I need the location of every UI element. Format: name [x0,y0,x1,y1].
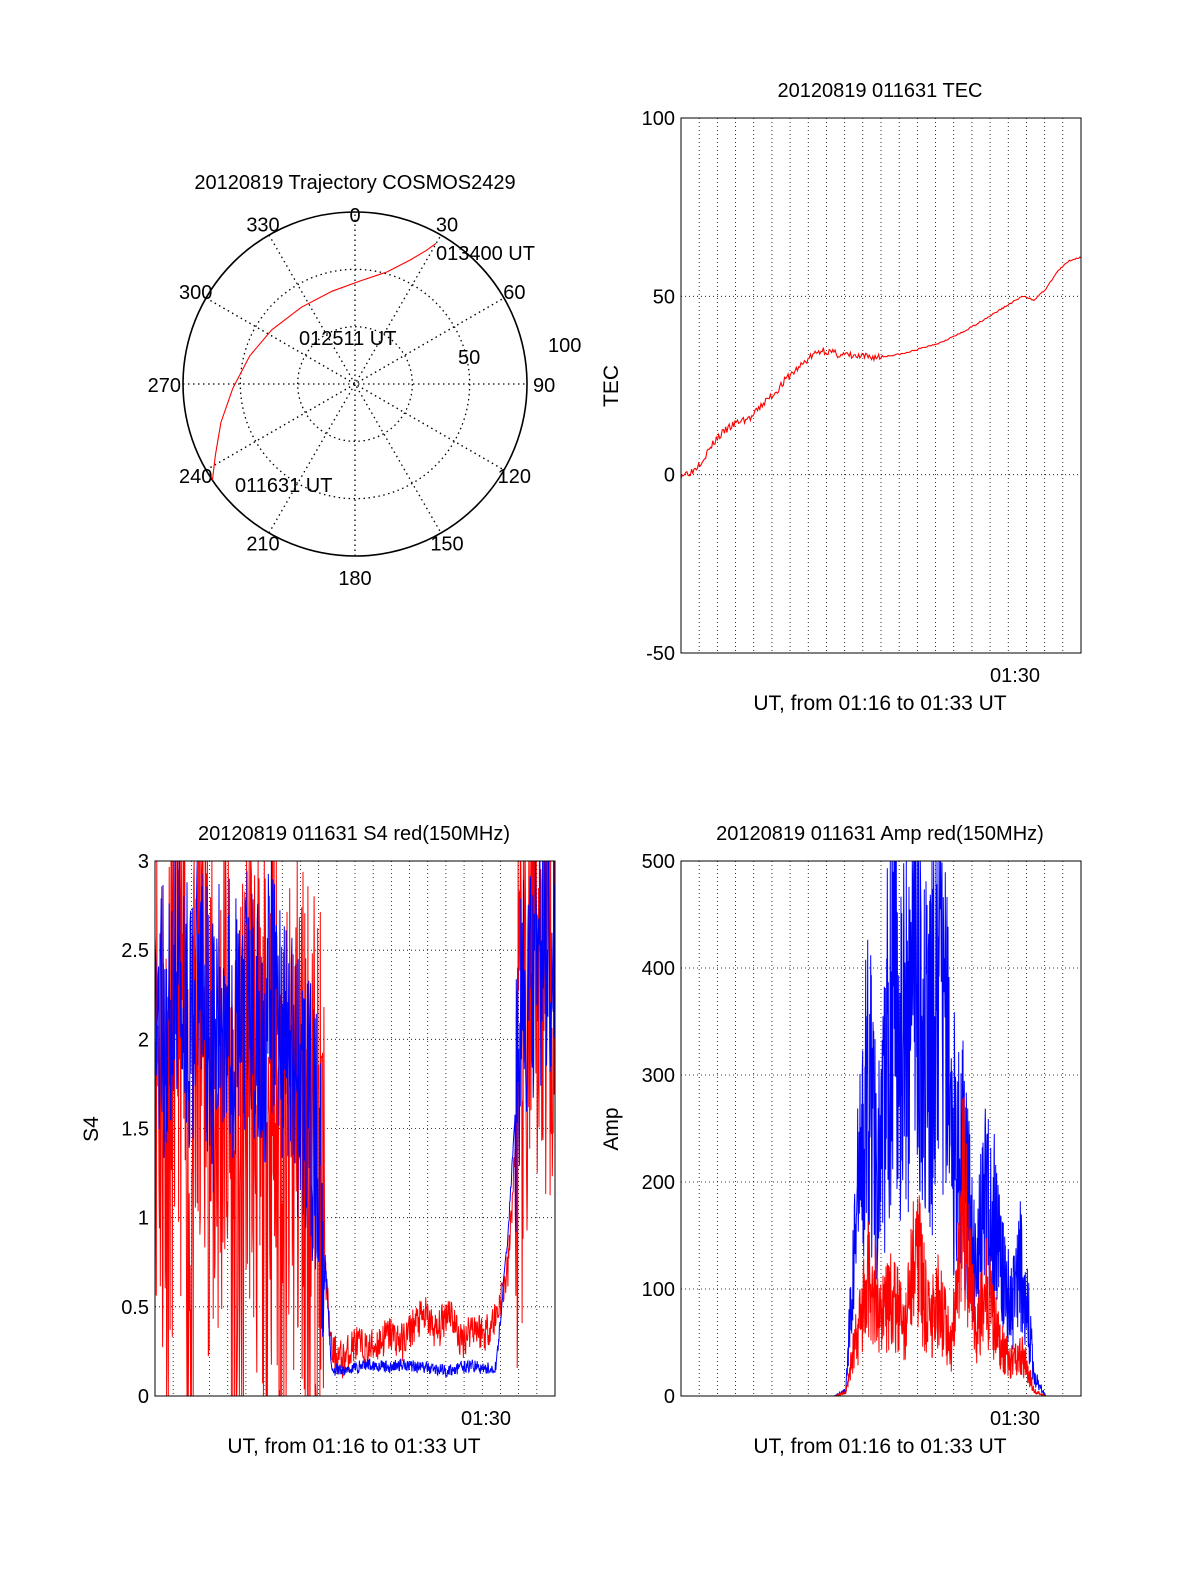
ytick-label: 0 [138,1386,149,1408]
amp-frame [680,860,1082,1397]
amp-ylabel: Amp [600,1107,623,1150]
s4-plot [154,860,556,1397]
amp-title: 20120819 011631 Amp red(150MHz) [716,823,1044,845]
s4-frame [154,860,556,1397]
tec-title: 20120819 011631 TEC [778,80,983,102]
tec-yticks: 100 50 0 -50 [642,108,675,665]
elevation-label-100: 100 [548,335,581,357]
trajectory-panel: 20120819 Trajectory COSMOS2429 0 30 60 90 12… [148,172,582,590]
ytick-label: 0.5 [121,1297,149,1319]
tec-ylabel: TEC [600,365,623,407]
azimuth-label-30: 30 [436,215,458,237]
s4-yticks: 3 2.5 2 1.5 1 0.5 0 [121,851,149,1408]
ytick-label: -50 [646,643,675,665]
ytick-label: 100 [642,1279,675,1301]
amp-xtick-0130: 01:30 [990,1408,1040,1430]
azimuth-label-120: 120 [498,466,531,488]
tec-panel: 20120819 011631 TEC 100 50 0 -50 01:30 UT, … [600,80,1082,715]
azimuth-labels: 0 30 60 90 120 150 180 210 240 270 300 330 [148,205,556,590]
azimuth-label-240: 240 [179,466,212,488]
polar-grid [183,212,527,556]
amp-panel: 20120819 011631 Amp red(150MHz) 500 400 30… [600,823,1082,1458]
ytick-label: 500 [642,851,675,873]
s4-panel: 20120819 011631 S4 red(150MHz) 3 2.5 2 1.5 1… [80,823,556,1458]
ytick-label: 400 [642,958,675,980]
ytick-label: 50 [653,286,675,308]
s4-title: 20120819 011631 S4 red(150MHz) [198,823,510,845]
trajectory-line [211,242,437,481]
tec-xlabel: UT, from 01:16 to 01:33 UT [753,692,1006,715]
amp-xlabel: UT, from 01:16 to 01:33 UT [753,1435,1006,1458]
polar-ring-0 [297,326,413,442]
s4-ylabel: S4 [80,1116,103,1142]
s4-xtick-0130: 01:30 [461,1408,511,1430]
ytick-label: 3 [138,851,149,873]
tec-plot [680,256,1082,479]
ytick-label: 200 [642,1172,675,1194]
azimuth-label-270: 270 [148,375,181,397]
tec-frame [680,117,1082,654]
azimuth-label-150: 150 [430,533,463,555]
azimuth-label-330: 330 [246,215,279,237]
series-line-red [680,256,1082,479]
ytick-label: 0 [664,465,675,487]
ytick-label: 300 [642,1065,675,1087]
azimuth-label-210: 210 [246,533,279,555]
azimuth-label-90: 90 [533,375,555,397]
annotation-013400: 013400 UT [436,243,535,265]
ytick-label: 0 [664,1386,675,1408]
ytick-label: 1.5 [121,1119,149,1141]
s4-grid [155,861,555,1396]
azimuth-label-60: 60 [503,282,525,304]
elevation-label-50: 50 [458,347,480,369]
trajectory-title: 20120819 Trajectory COSMOS2429 [194,172,515,194]
azimuth-label-180: 180 [338,568,371,590]
amp-yticks: 500 400 300 200 100 0 [642,851,675,1408]
tec-grid [681,118,1081,653]
series-line-blue [154,860,556,1378]
annotation-012511: 012511 UT [299,328,396,350]
ytick-label: 2 [138,1029,149,1051]
ytick-label: 100 [642,108,675,130]
polar-outer-circle [182,211,528,557]
annotation-011631: 011631 UT [235,475,332,497]
azimuth-label-0: 0 [349,205,360,227]
ytick-label: 1 [138,1208,149,1230]
tec-xtick-0130: 01:30 [990,665,1040,687]
series-line-red [154,860,556,1397]
s4-xlabel: UT, from 01:16 to 01:33 UT [227,1435,480,1458]
azimuth-label-300: 300 [179,282,212,304]
ytick-label: 2.5 [121,940,149,962]
